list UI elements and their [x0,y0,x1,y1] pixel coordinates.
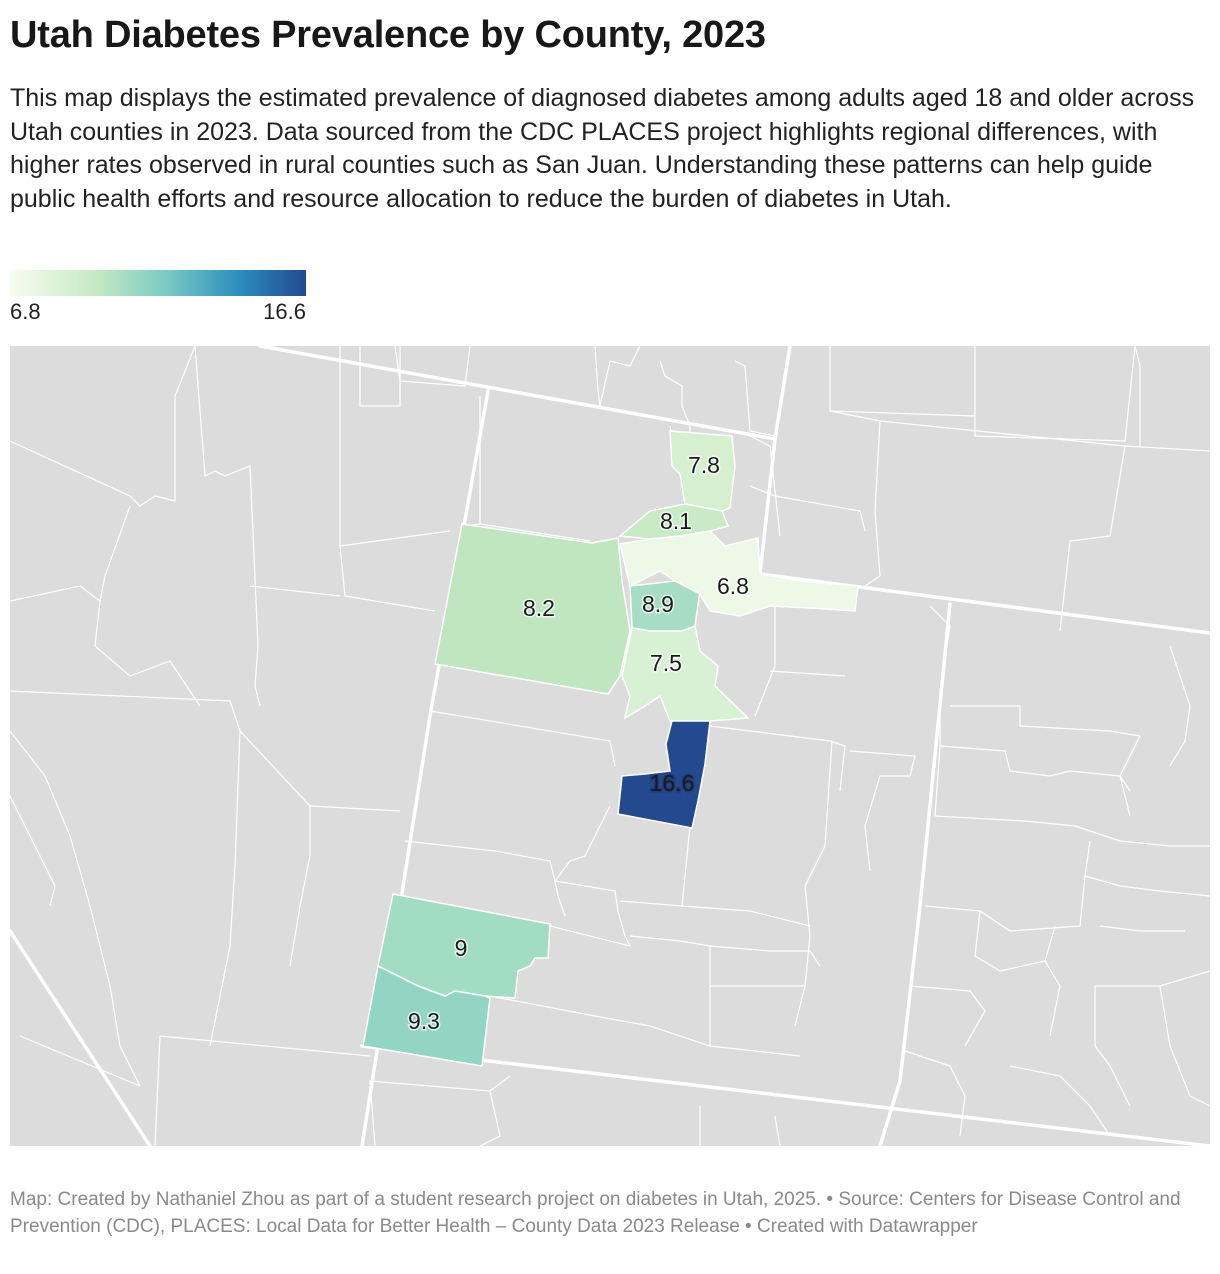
county-value-label: 9 [455,935,468,961]
county-value-label: 7.5 [650,650,682,676]
county-borders-utah [404,396,951,1057]
choropleth-map[interactable]: 7.8 8.1 8.2 8.9 6.8 7.5 16.6 9 9.3 [10,346,1210,1146]
county-value-label: 7.8 [688,452,720,478]
county-value-label: 9.3 [408,1008,440,1034]
legend-max-label: 16.6 [263,299,306,324]
county-value-label: 8.2 [523,595,555,621]
color-legend: 6.8 16.6 [10,270,306,325]
county-value-label: 8.1 [660,508,692,534]
chart-description: This map displays the estimated prevalen… [10,84,1195,213]
county-value-label: 16.6 [650,770,695,796]
map-background [10,346,1210,1146]
county-value-label: 8.9 [642,591,674,617]
county-region-7-5[interactable] [621,624,750,722]
legend-gradient-bar [10,270,306,296]
county-region-9-3[interactable] [362,964,491,1067]
county-region-6-8[interactable] [619,530,859,617]
county-labels: 7.8 8.1 8.2 8.9 6.8 7.5 16.6 9 9.3 [407,451,751,1036]
county-value-label: 6.8 [717,573,749,599]
legend-min-label: 6.8 [10,299,41,324]
county-borders-neighbors [10,346,1210,1146]
chart-title: Utah Diabetes Prevalence by County, 2023 [10,14,766,56]
county-region-8-2[interactable] [434,523,631,695]
data-counties[interactable] [362,430,859,1067]
county-region-16-6[interactable] [617,720,711,829]
source-footer: Map: Created by Nathaniel Zhou as part o… [10,1189,1181,1237]
